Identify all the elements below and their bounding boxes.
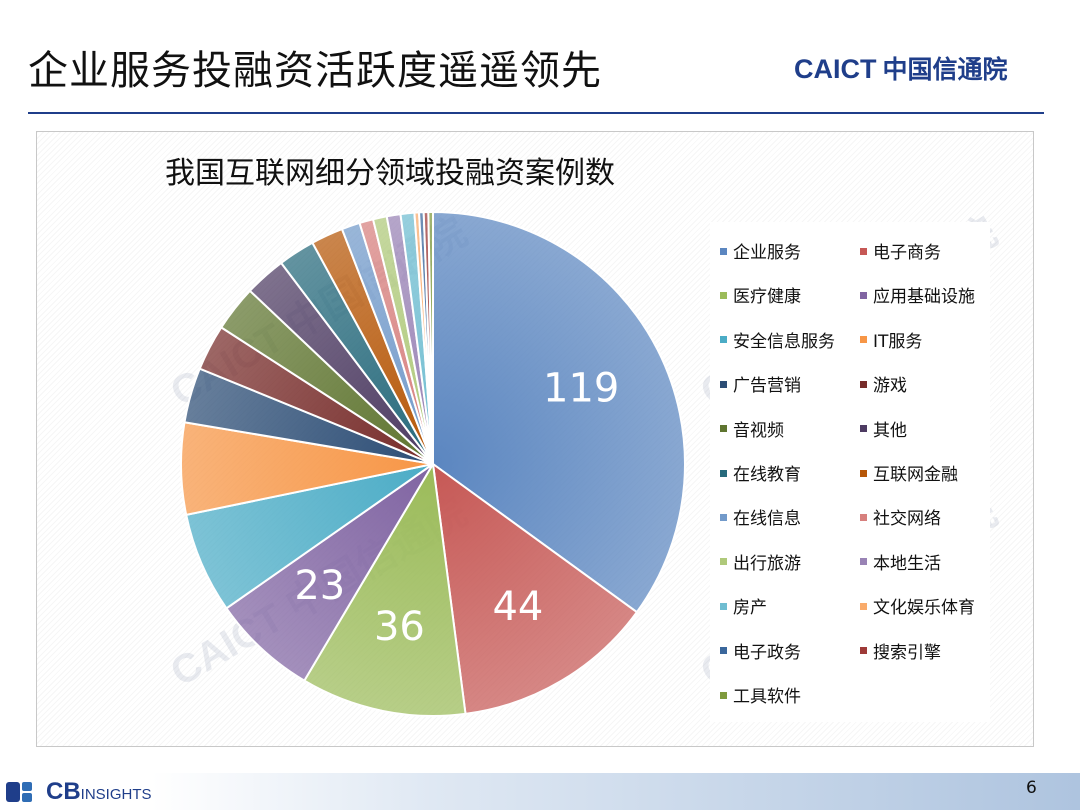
legend-swatch xyxy=(860,380,867,388)
page-number: 6 xyxy=(1026,778,1037,798)
legend-label: 其他 xyxy=(873,420,907,441)
legend-label: 电子政务 xyxy=(733,642,801,663)
slice-data-label-1: 44 xyxy=(492,584,543,630)
legend-label: 出行旅游 xyxy=(733,553,801,574)
cb-logo-bold: CB xyxy=(46,778,81,805)
legend-label: 游戏 xyxy=(873,376,907,397)
legend-label: 工具软件 xyxy=(733,687,801,707)
title-divider xyxy=(28,112,1044,114)
legend-swatch xyxy=(860,602,867,610)
legend-swatch xyxy=(860,469,867,477)
pie-slice-1 xyxy=(431,461,639,716)
legend-swatch xyxy=(720,247,727,255)
pie-slice-2 xyxy=(302,461,467,717)
legend-label: IT服务 xyxy=(873,331,923,352)
legend-swatch xyxy=(720,558,727,566)
legend-label: 在线信息 xyxy=(733,509,801,530)
legend-label: 企业服务 xyxy=(733,243,801,263)
legend-label: 安全信息服务 xyxy=(733,331,835,352)
legend-label: 广告营销 xyxy=(733,376,801,397)
legend-label: 在线教育 xyxy=(733,465,801,485)
legend-swatch xyxy=(860,558,867,566)
legend-label: 社交网络 xyxy=(873,509,941,530)
slide-title: 企业服务投融资活跃度遥遥领先 xyxy=(28,48,602,94)
legend-item: 游戏 xyxy=(860,371,907,396)
legend-item: 在线信息 xyxy=(720,504,801,529)
legend-item: IT服务 xyxy=(860,327,922,352)
legend-swatch xyxy=(720,469,727,477)
legend-item: 其他 xyxy=(860,416,907,441)
legend-item: 安全信息服务 xyxy=(720,327,835,352)
legend-label: 音视频 xyxy=(733,420,784,441)
legend-item: 企业服务 xyxy=(720,238,801,263)
cb-insights-mark-icon xyxy=(6,782,32,802)
slice-data-label-3: 23 xyxy=(294,563,345,609)
legend-swatch xyxy=(860,336,867,344)
legend-label: 文化娱乐体育 xyxy=(873,598,975,619)
pie-slice-20 xyxy=(427,210,434,465)
legend-swatch xyxy=(860,647,867,655)
legend-item: 出行旅游 xyxy=(720,549,801,574)
legend-item: 社交网络 xyxy=(860,504,941,529)
legend-label: 互联网金融 xyxy=(873,465,958,485)
caict-logo: CAICT 中国信通院 xyxy=(794,50,1008,86)
legend-label: 房产 xyxy=(733,598,767,619)
legend-label: 本地生活 xyxy=(873,553,941,574)
legend-swatch xyxy=(860,291,867,299)
legend-item: 医疗健康 xyxy=(720,282,801,307)
legend-swatch xyxy=(720,291,727,299)
legend-item: 在线教育 xyxy=(720,460,801,485)
legend-swatch xyxy=(720,513,727,521)
caict-logo-en: CAICT xyxy=(794,54,877,84)
legend-item: 本地生活 xyxy=(860,549,941,574)
legend-item: 文化娱乐体育 xyxy=(860,593,975,618)
slice-data-label-2: 36 xyxy=(374,604,425,650)
legend-item: 互联网金融 xyxy=(860,460,958,485)
pie-slice-0 xyxy=(432,210,686,614)
pie-slice-3 xyxy=(225,463,434,683)
legend-swatch xyxy=(720,691,727,699)
slice-data-label-0: 119 xyxy=(543,366,619,412)
chart-legend: 企业服务 电子商务医疗健康 应用基础设施安全信息服务 IT服务广告营销 游戏音视频 其他在… xyxy=(710,222,990,722)
legend-item: 应用基础设施 xyxy=(860,282,975,307)
legend-swatch xyxy=(720,425,727,433)
legend-item: 搜索引擎 xyxy=(860,638,941,663)
cb-logo-rest: INSIGHTS xyxy=(80,786,152,803)
legend-item: 工具软件 xyxy=(720,682,801,707)
legend-item: 广告营销 xyxy=(720,371,801,396)
legend-label: 电子商务 xyxy=(873,243,941,263)
legend-swatch xyxy=(720,602,727,610)
legend-item: 电子政务 xyxy=(720,638,801,663)
chart-title: 我国互联网细分领域投融资案例数 xyxy=(165,156,615,191)
legend-swatch xyxy=(720,380,727,388)
legend-swatch xyxy=(720,336,727,344)
legend-item: 房产 xyxy=(720,593,767,618)
legend-swatch xyxy=(860,247,867,255)
caict-logo-cn: 中国信通院 xyxy=(882,55,1008,84)
legend-label: 医疗健康 xyxy=(733,287,801,308)
legend-label: 搜索引擎 xyxy=(873,642,941,663)
legend-item: 电子商务 xyxy=(860,238,941,263)
legend-label: 应用基础设施 xyxy=(873,287,975,308)
legend-item: 音视频 xyxy=(720,416,784,441)
legend-swatch xyxy=(720,647,727,655)
footer-bar xyxy=(0,773,1080,810)
legend-swatch xyxy=(860,425,867,433)
legend-swatch xyxy=(860,513,867,521)
